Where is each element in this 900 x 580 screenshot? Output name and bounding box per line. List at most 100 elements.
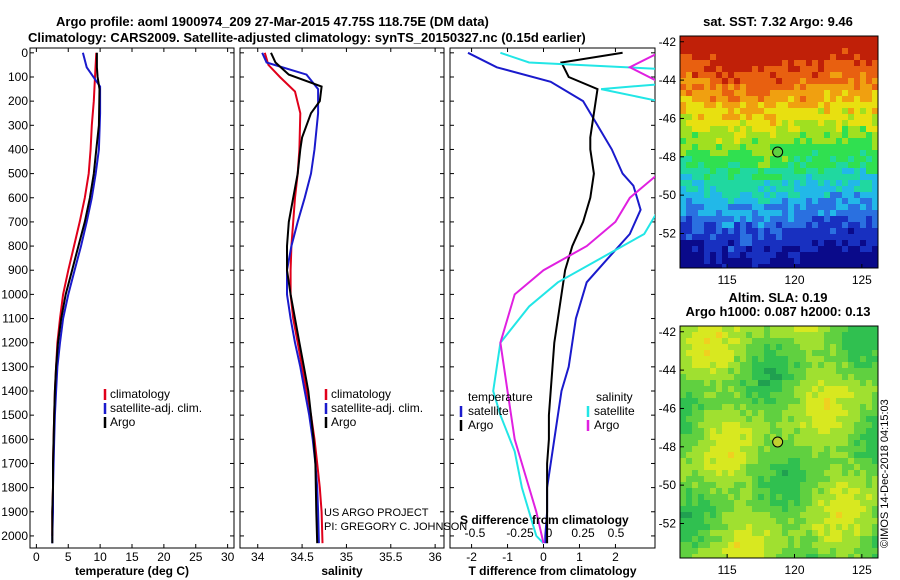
- argo-float-marker: [772, 146, 784, 158]
- x-tick2-label: -0.5: [465, 526, 486, 540]
- x-tick-label: 34: [251, 550, 265, 564]
- argo-float-marker: [772, 436, 784, 448]
- map-x-tick: 115: [718, 273, 737, 287]
- sst-map: sat. SST: 7.32 Argo: 9.46 -42 -44 -46 -48 -50…: [659, 14, 879, 287]
- series-line-0: [467, 51, 642, 544]
- map-y-tick: -46: [659, 111, 677, 125]
- map-y-tick: -52: [659, 226, 677, 240]
- legend-label: satellite-adj. clim.: [331, 401, 423, 415]
- y-tick-label: 2000: [1, 529, 28, 543]
- x-tick2-label: -0.25: [506, 526, 534, 540]
- map-frame: [679, 35, 879, 269]
- sst-map-grid: [680, 36, 878, 268]
- legend-label: satellite: [594, 404, 635, 418]
- y-tick-label: 400: [8, 142, 28, 156]
- series-line-2: [51, 52, 101, 544]
- map-y-tick: -50: [659, 188, 677, 202]
- x-tick2-label: 0.25: [571, 526, 595, 540]
- legend-label: satellite: [468, 404, 509, 418]
- map-y-tick: -44: [659, 73, 677, 87]
- map-frame: [679, 325, 879, 559]
- y-tick-label: 1200: [1, 336, 28, 350]
- y-tick-label: 1000: [1, 287, 28, 301]
- header-line2: Climatology: CARS2009. Satellite-adjuste…: [28, 30, 586, 45]
- map-x-tick: 115: [718, 563, 737, 577]
- plot-frame: [449, 47, 656, 549]
- y-tick-label: 700: [8, 215, 28, 229]
- x-tick-label: 0: [540, 550, 547, 564]
- temperature-panel: 0100200300400500600700800900100011001200…: [1, 46, 234, 578]
- series-line-1: [546, 51, 623, 544]
- map-y-tick: -46: [659, 401, 677, 415]
- y-tick-label: 600: [8, 191, 28, 205]
- credit: ©IMOS 14-Dec-2018 04:15:03: [879, 399, 891, 548]
- y-tick-label: 300: [8, 118, 28, 132]
- map-y-tick: -42: [659, 35, 677, 49]
- legend-label: climatology: [331, 387, 391, 401]
- x-tick-label: 5: [65, 550, 72, 564]
- x-axis-label: salinity: [321, 564, 363, 578]
- y-tick-label: 900: [8, 263, 28, 277]
- x-tick-label: 15: [125, 550, 139, 564]
- legend-right-title: salinity: [596, 390, 633, 404]
- map-x-tick: 120: [784, 273, 804, 287]
- series-line-2: [270, 52, 323, 544]
- x-tick-label: 35: [340, 550, 354, 564]
- y-tick-label: 100: [8, 70, 28, 84]
- legend-left-title: temperature: [468, 390, 533, 404]
- legend-label: climatology: [110, 387, 170, 401]
- series-line-2: [492, 51, 655, 544]
- x-axis-label-2: S difference from climatology: [460, 513, 629, 527]
- x-tick-label: 20: [157, 550, 171, 564]
- map-y-tick: -52: [659, 516, 677, 530]
- x-tick2-label: 0: [546, 526, 553, 540]
- sla-map-title1: Altim. SLA: 0.19: [729, 290, 828, 305]
- y-tick-label: 1500: [1, 408, 28, 422]
- sla-map-grid: [680, 326, 878, 558]
- x-tick-label: 25: [189, 550, 203, 564]
- legend-label: satellite-adj. clim.: [110, 401, 202, 415]
- x-tick-label: 30: [221, 550, 235, 564]
- x-tick-label: 0: [33, 550, 40, 564]
- map-y-tick: -48: [659, 440, 677, 454]
- series-line-3: [499, 53, 655, 544]
- y-tick-label: 1400: [1, 384, 28, 398]
- map-y-tick: -48: [659, 150, 677, 164]
- x-tick-label: 35.5: [379, 550, 403, 564]
- y-tick-label: 1600: [1, 432, 28, 446]
- y-tick-label: 500: [8, 167, 28, 181]
- plot-frame: [239, 47, 445, 549]
- y-tick-label: 800: [8, 239, 28, 253]
- x-axis-label: temperature (deg C): [75, 564, 189, 578]
- x-tick-label: 10: [93, 550, 107, 564]
- map-x-tick: 125: [852, 273, 872, 287]
- map-y-tick: -44: [659, 363, 677, 377]
- salinity-panel: 34 34.5 35 35.5 36 salinity climatologysatelli…: [239, 47, 445, 578]
- watermark-project: US ARGO PROJECT: [324, 507, 429, 519]
- map-x-tick: 120: [784, 563, 804, 577]
- y-tick-label: 1700: [1, 456, 28, 470]
- map-y-tick: -50: [659, 478, 677, 492]
- legend-label: Argo: [110, 415, 136, 429]
- x-tick-label: -2: [466, 550, 477, 564]
- y-tick-label: 0: [21, 46, 28, 60]
- map-x-tick: 125: [852, 563, 872, 577]
- header-line1: Argo profile: aoml 1900974_209 27-Mar-20…: [56, 14, 489, 29]
- legend-label: Argo: [594, 418, 620, 432]
- legend-label: Argo: [331, 415, 357, 429]
- x-tick-label: 2: [612, 550, 619, 564]
- x-axis-label: T difference from climatology: [468, 564, 636, 578]
- y-tick-label: 1300: [1, 360, 28, 374]
- x-tick2-label: 0.5: [608, 526, 625, 540]
- x-tick-label: 1: [576, 550, 583, 564]
- difference-panel: -2 -1 0 1 2T difference from climatology temp…: [449, 47, 656, 578]
- map-y-tick: -42: [659, 325, 677, 339]
- x-tick-label: 36: [428, 550, 442, 564]
- y-tick-label: 1100: [2, 312, 28, 326]
- y-tick-label: 1800: [1, 481, 28, 495]
- sst-map-title: sat. SST: 7.32 Argo: 9.46: [703, 14, 853, 29]
- series-line-0: [263, 52, 324, 544]
- x-tick-label: -1: [502, 550, 513, 564]
- y-tick-label: 200: [8, 94, 28, 108]
